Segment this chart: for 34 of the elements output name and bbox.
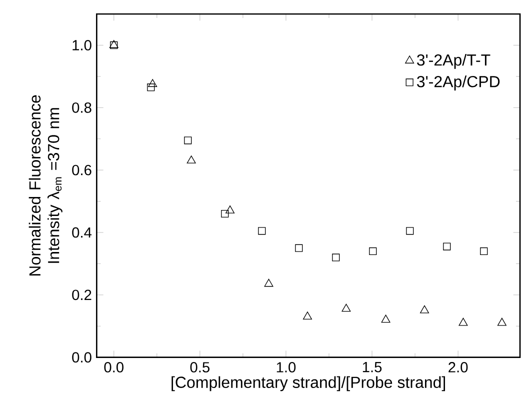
point	[186, 156, 196, 164]
x-tick-label: 2.0	[448, 362, 468, 372]
point	[342, 304, 351, 312]
y-tick-label: 0.0	[72, 352, 92, 363]
point	[148, 79, 158, 87]
point	[226, 206, 235, 214]
point	[497, 318, 506, 326]
point	[184, 136, 192, 144]
point	[443, 242, 451, 250]
legend-label: 3'-2Ap/CPD	[417, 76, 500, 90]
point	[147, 84, 155, 92]
x-tick-label: 1.5	[362, 362, 382, 372]
y-tick-label: 0.6	[72, 164, 92, 176]
point	[381, 314, 390, 323]
point	[332, 254, 340, 262]
y-tick-label: 0.8	[72, 102, 92, 113]
y-tick-label: 0.4	[72, 227, 92, 238]
point	[221, 210, 229, 218]
point	[480, 247, 488, 256]
x-tick-label: 1.0	[276, 362, 296, 372]
point	[258, 227, 266, 235]
legend-label: 3'-2Ap/T-T	[417, 54, 490, 69]
point	[420, 305, 429, 314]
y-tick-label: 0.2	[72, 290, 92, 300]
point	[264, 278, 274, 287]
point	[369, 247, 377, 256]
x-tick-label: 0.5	[190, 362, 210, 372]
y-tick-label: 1.0	[72, 40, 92, 50]
x-axis-title: [Complementary strand]/[Probe strand]	[172, 376, 446, 392]
point	[295, 244, 303, 252]
point	[406, 227, 414, 235]
x-tick-label: 0.0	[104, 362, 124, 372]
point	[302, 312, 312, 320]
point	[458, 318, 468, 326]
